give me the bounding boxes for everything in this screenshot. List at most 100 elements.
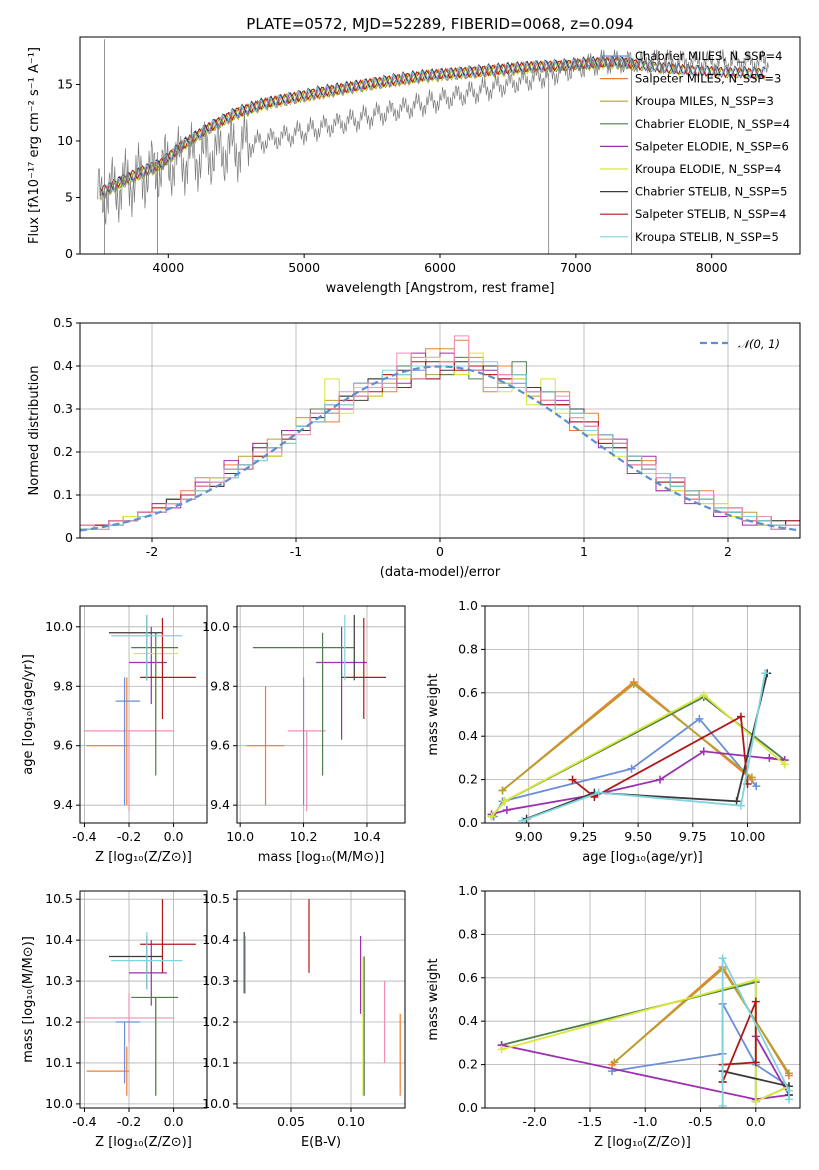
series-marker — [736, 712, 745, 721]
y-tick-label: 10.3 — [45, 973, 73, 988]
legend-entry: Chabrier ELODIE, N_SSP=4 — [635, 117, 790, 131]
y-tick-label: 1.0 — [458, 598, 478, 613]
x-axis-label: Z [log₁₀(Z/Z⊙)] — [95, 1135, 192, 1150]
y-tick-label: 0 — [65, 246, 73, 261]
legend-entry: Kroupa STELIB, N_SSP=5 — [635, 230, 779, 244]
legend-entry: Chabrier MILES, N_SSP=4 — [635, 49, 782, 63]
y-tick-label: 9.4 — [210, 797, 230, 812]
plot-area — [237, 891, 405, 1108]
series-marker — [610, 1058, 619, 1067]
x-tick-label: 9.50 — [624, 829, 652, 844]
x-tick-label: 0 — [436, 544, 444, 559]
observed-spectrum — [97, 49, 769, 225]
series-marker — [751, 1097, 760, 1106]
y-tick-label: 0.3 — [53, 401, 73, 416]
legend-entry: Salpeter ELODIE, N_SSP=6 — [635, 139, 789, 153]
panel-mass-age: 10.0 10.2 10.4 9.4 9.6 9.8 10.0 mass [log₁₀(M/M… — [202, 605, 406, 865]
x-tick-label: -0.2 — [117, 1114, 141, 1129]
plot-area — [80, 606, 207, 823]
y-axis-label: mass [log₁₀(M/M⊙)] — [21, 936, 36, 1063]
y-tick-label: 10 — [57, 133, 73, 148]
legend: 𝒩(0, 1) — [700, 337, 780, 351]
x-tick-label: 10.4 — [353, 829, 381, 844]
histogram-series — [80, 335, 800, 530]
x-tick-label: -2.0 — [523, 1114, 547, 1129]
legend-entry: Kroupa MILES, N_SSP=3 — [635, 94, 774, 108]
y-tick-label: 10.5 — [202, 891, 230, 906]
series-marker — [747, 773, 756, 782]
x-tick-label: -1 — [290, 544, 302, 559]
x-tick-label: -0.4 — [72, 829, 96, 844]
series-marker — [594, 788, 603, 797]
legend-label: 𝒩(0, 1) — [738, 337, 780, 351]
series-line — [100, 56, 633, 199]
y-tick-label: 1.0 — [458, 883, 478, 898]
series-marker — [500, 797, 509, 806]
x-tick-label: 4000 — [152, 260, 184, 275]
series-marker — [695, 714, 704, 723]
series-marker — [718, 954, 727, 963]
x-tick-label: 0.0 — [164, 1114, 184, 1129]
y-tick-label: 10.3 — [202, 973, 230, 988]
y-tick-label: 0.6 — [458, 685, 478, 700]
series-marker — [765, 753, 774, 762]
legend-entry: Chabrier STELIB, N_SSP=5 — [635, 185, 787, 199]
series-marker — [497, 1045, 506, 1054]
series-line — [526, 673, 769, 820]
x-tick-label: -0.5 — [688, 1114, 712, 1129]
series-line — [521, 673, 766, 822]
y-tick-label: 10.0 — [202, 1096, 230, 1111]
y-tick-label: 10.0 — [45, 619, 73, 634]
series-line — [501, 1035, 791, 1101]
series-marker — [568, 775, 577, 784]
x-tick-label: 2 — [724, 544, 732, 559]
x-axis-label: wavelength [Angstrom, rest frame] — [326, 281, 555, 296]
x-tick-label: -2 — [146, 544, 158, 559]
y-tick-label: 10.1 — [202, 1055, 230, 1070]
series-marker — [699, 747, 708, 756]
y-tick-label: 0.6 — [458, 970, 478, 985]
y-axis-label: Flux [fλ10⁻¹⁷ erg cm⁻² s⁻¹ A⁻¹] — [27, 47, 42, 244]
y-tick-label: 10.4 — [202, 932, 230, 947]
x-axis-label: Z [log₁₀(Z/Z⊙)] — [594, 1135, 691, 1150]
series-marker — [502, 805, 511, 814]
plot-area — [485, 606, 800, 823]
axes-frame — [79, 605, 208, 824]
plot-area — [80, 323, 800, 538]
x-axis-label: (data-model)/error — [380, 565, 501, 580]
y-tick-label: 9.6 — [210, 738, 230, 753]
plot-area — [97, 39, 769, 254]
x-tick-label: 10.0 — [226, 829, 254, 844]
legend-entry: Salpeter MILES, N_SSP=3 — [635, 72, 781, 86]
y-tick-label: 0.4 — [458, 728, 478, 743]
y-axis-label: mass weight — [426, 958, 441, 1040]
series-marker — [784, 1095, 793, 1104]
x-tick-label: 9.25 — [570, 829, 598, 844]
x-tick-label: 6000 — [424, 260, 456, 275]
series-line — [721, 1001, 757, 1083]
y-tick-label: 9.4 — [53, 797, 73, 812]
series-marker — [629, 680, 638, 689]
series-line — [492, 717, 757, 817]
panel-z-age: -0.4 -0.2 0.0 9.4 9.6 9.8 10.0 Z [log₁₀(Z/Z⊙)] a… — [21, 605, 208, 865]
x-tick-label: -1.0 — [633, 1114, 657, 1129]
y-tick-label: 10.0 — [202, 619, 230, 634]
y-tick-label: 0.2 — [458, 772, 478, 787]
x-axis-label: mass [log₁₀(M/M⊙)] — [258, 850, 385, 865]
axes-frame — [484, 890, 801, 1109]
series-marker — [784, 1086, 793, 1095]
x-tick-label: 7000 — [560, 260, 592, 275]
y-tick-label: 9.6 — [53, 738, 73, 753]
x-tick-label: 1 — [580, 544, 588, 559]
series-marker — [732, 797, 741, 806]
x-tick-label: 5000 — [288, 260, 320, 275]
x-tick-label: 9.00 — [515, 829, 543, 844]
x-tick-label: -0.4 — [72, 1114, 96, 1129]
y-tick-label: 10.1 — [45, 1055, 73, 1070]
y-tick-label: 0.4 — [458, 1013, 478, 1028]
panel-z-weight: -2.0 -1.5 -1.0 -0.5 0.0 0.0 0.2 0.4 0.6 0.8 1.0 Z [… — [426, 883, 801, 1150]
y-axis-label: mass weight — [426, 673, 441, 755]
panel-residuals: -2 -1 0 1 2 0 0.1 0.2 0.3 0.4 0.5 𝒩(0, 1) (data-mode… — [27, 315, 801, 580]
plot-area — [80, 891, 207, 1108]
